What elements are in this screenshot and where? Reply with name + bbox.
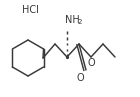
Text: HCl: HCl xyxy=(22,5,38,15)
Text: NH: NH xyxy=(65,15,79,25)
Text: O: O xyxy=(76,73,84,83)
Text: O: O xyxy=(87,58,95,68)
Text: 2: 2 xyxy=(77,19,82,26)
